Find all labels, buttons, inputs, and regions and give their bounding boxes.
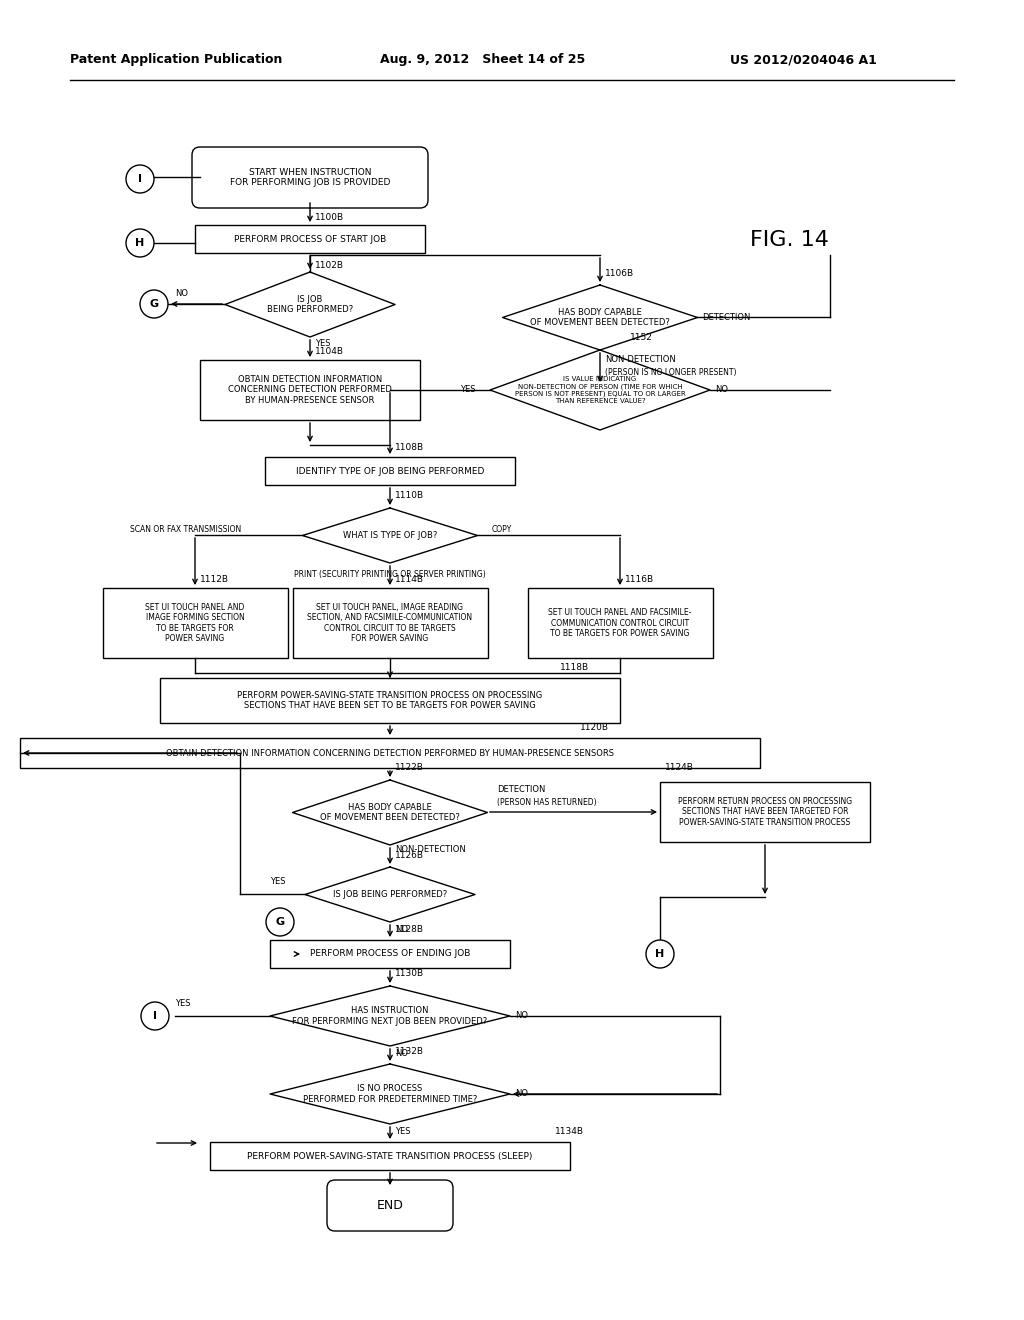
Text: NO: NO — [395, 925, 408, 935]
Bar — [20, 738, 760, 768]
Text: 1120B: 1120B — [580, 723, 609, 733]
Polygon shape — [490, 350, 710, 430]
Polygon shape — [225, 272, 395, 337]
Polygon shape — [302, 508, 477, 564]
Text: (PERSON HAS RETURNED): (PERSON HAS RETURNED) — [497, 797, 597, 807]
Circle shape — [266, 908, 294, 936]
Circle shape — [126, 228, 154, 257]
Text: DETECTION: DETECTION — [702, 313, 751, 322]
Bar — [200, 360, 420, 420]
Text: 1132B: 1132B — [395, 1048, 424, 1056]
Polygon shape — [293, 780, 487, 845]
Text: COPY: COPY — [492, 525, 512, 535]
Text: 1128B: 1128B — [395, 925, 424, 935]
Text: YES: YES — [460, 385, 475, 395]
Text: YES: YES — [315, 338, 331, 347]
Text: H: H — [655, 949, 665, 960]
Text: OBTAIN DETECTION INFORMATION CONCERNING DETECTION PERFORMED BY HUMAN-PRESENCE SE: OBTAIN DETECTION INFORMATION CONCERNING … — [166, 748, 614, 758]
Text: 1114B: 1114B — [395, 576, 424, 585]
Circle shape — [141, 1002, 169, 1030]
Text: IS NO PROCESS
PERFORMED FOR PREDETERMINED TIME?: IS NO PROCESS PERFORMED FOR PREDETERMINE… — [303, 1084, 477, 1104]
Text: 1100B: 1100B — [315, 214, 344, 223]
Bar — [527, 587, 713, 657]
Text: IS JOB
BEING PERFORMED?: IS JOB BEING PERFORMED? — [267, 294, 353, 314]
Text: SET UI TOUCH PANEL AND FACSIMILE-
COMMUNICATION CONTROL CIRCUIT
TO BE TARGETS FO: SET UI TOUCH PANEL AND FACSIMILE- COMMUN… — [548, 609, 691, 638]
Text: NON-DETECTION: NON-DETECTION — [605, 355, 676, 364]
Text: PRINT (SECURITY PRINTING OR SERVER PRINTING): PRINT (SECURITY PRINTING OR SERVER PRINT… — [294, 570, 485, 579]
Text: 1122B: 1122B — [395, 763, 424, 772]
Text: PERFORM POWER-SAVING-STATE TRANSITION PROCESS (SLEEP): PERFORM POWER-SAVING-STATE TRANSITION PR… — [248, 1151, 532, 1160]
Text: 1134B: 1134B — [555, 1127, 584, 1137]
Text: 1104B: 1104B — [315, 347, 344, 356]
Polygon shape — [270, 986, 510, 1045]
Text: 1116B: 1116B — [625, 576, 654, 585]
Text: 1124B: 1124B — [665, 763, 694, 772]
Text: OBTAIN DETECTION INFORMATION
CONCERNING DETECTION PERFORMED
BY HUMAN-PRESENCE SE: OBTAIN DETECTION INFORMATION CONCERNING … — [228, 375, 392, 405]
Bar — [160, 678, 620, 723]
Text: Aug. 9, 2012   Sheet 14 of 25: Aug. 9, 2012 Sheet 14 of 25 — [380, 54, 586, 66]
Bar — [210, 1142, 570, 1170]
Bar — [195, 224, 425, 253]
Text: 1110B: 1110B — [395, 491, 424, 500]
Text: (PERSON IS NO LONGER PRESENT): (PERSON IS NO LONGER PRESENT) — [605, 367, 736, 376]
Bar — [102, 587, 288, 657]
Text: HAS BODY CAPABLE
OF MOVEMENT BEEN DETECTED?: HAS BODY CAPABLE OF MOVEMENT BEEN DETECT… — [321, 803, 460, 822]
Text: START WHEN INSTRUCTION
FOR PERFORMING JOB IS PROVIDED: START WHEN INSTRUCTION FOR PERFORMING JO… — [229, 168, 390, 187]
Text: H: H — [135, 238, 144, 248]
Polygon shape — [270, 1064, 510, 1125]
Text: IS JOB BEING PERFORMED?: IS JOB BEING PERFORMED? — [333, 890, 447, 899]
Text: SET UI TOUCH PANEL AND
IMAGE FORMING SECTION
TO BE TARGETS FOR
POWER SAVING: SET UI TOUCH PANEL AND IMAGE FORMING SEC… — [145, 603, 245, 643]
Text: 1152: 1152 — [630, 334, 653, 342]
Text: Patent Application Publication: Patent Application Publication — [70, 54, 283, 66]
Text: I: I — [138, 174, 142, 183]
FancyBboxPatch shape — [193, 147, 428, 209]
Text: PERFORM PROCESS OF START JOB: PERFORM PROCESS OF START JOB — [233, 235, 386, 243]
Text: NO: NO — [175, 289, 188, 298]
Text: END: END — [377, 1199, 403, 1212]
Text: IS VALUE INDICATING
NON-DETECTION OF PERSON (TIME FOR WHICH
PERSON IS NOT PRESEN: IS VALUE INDICATING NON-DETECTION OF PER… — [515, 376, 685, 404]
Text: IDENTIFY TYPE OF JOB BEING PERFORMED: IDENTIFY TYPE OF JOB BEING PERFORMED — [296, 466, 484, 475]
Text: NO: NO — [515, 1089, 528, 1098]
Text: SCAN OR FAX TRANSMISSION: SCAN OR FAX TRANSMISSION — [130, 525, 242, 535]
Text: PERFORM RETURN PROCESS ON PROCESSING
SECTIONS THAT HAVE BEEN TARGETED FOR
POWER-: PERFORM RETURN PROCESS ON PROCESSING SEC… — [678, 797, 852, 826]
Text: 1126B: 1126B — [395, 850, 424, 859]
Text: PERFORM POWER-SAVING-STATE TRANSITION PROCESS ON PROCESSING
SECTIONS THAT HAVE B: PERFORM POWER-SAVING-STATE TRANSITION PR… — [238, 690, 543, 710]
Text: HAS BODY CAPABLE
OF MOVEMENT BEEN DETECTED?: HAS BODY CAPABLE OF MOVEMENT BEEN DETECT… — [530, 308, 670, 327]
Text: NO: NO — [395, 1049, 408, 1059]
FancyBboxPatch shape — [327, 1180, 453, 1232]
Text: DETECTION: DETECTION — [497, 785, 546, 795]
Bar — [265, 457, 515, 484]
Text: G: G — [275, 917, 285, 927]
Text: 1102B: 1102B — [315, 260, 344, 269]
Text: 1130B: 1130B — [395, 969, 424, 978]
Text: G: G — [150, 300, 159, 309]
Text: PERFORM PROCESS OF ENDING JOB: PERFORM PROCESS OF ENDING JOB — [310, 949, 470, 958]
Circle shape — [646, 940, 674, 968]
Circle shape — [126, 165, 154, 193]
Text: 1112B: 1112B — [200, 576, 229, 585]
Polygon shape — [305, 867, 475, 921]
Text: WHAT IS TYPE OF JOB?: WHAT IS TYPE OF JOB? — [343, 531, 437, 540]
Text: YES: YES — [270, 878, 286, 887]
Text: 1108B: 1108B — [395, 442, 424, 451]
Text: 1118B: 1118B — [560, 664, 589, 672]
Text: NO: NO — [715, 385, 728, 395]
Text: SET UI TOUCH PANEL, IMAGE READING
SECTION, AND FACSIMILE-COMMUNICATION
CONTROL C: SET UI TOUCH PANEL, IMAGE READING SECTIO… — [307, 603, 472, 643]
Text: YES: YES — [395, 1127, 411, 1137]
Circle shape — [140, 290, 168, 318]
Text: I: I — [153, 1011, 157, 1020]
Text: NON-DETECTION: NON-DETECTION — [395, 846, 466, 854]
Text: HAS INSTRUCTION
FOR PERFORMING NEXT JOB BEEN PROVIDED?: HAS INSTRUCTION FOR PERFORMING NEXT JOB … — [293, 1006, 487, 1026]
Bar — [270, 940, 510, 968]
Bar — [293, 587, 487, 657]
Text: FIG. 14: FIG. 14 — [750, 230, 828, 249]
Text: NO: NO — [515, 1011, 528, 1020]
Text: US 2012/0204046 A1: US 2012/0204046 A1 — [730, 54, 877, 66]
Bar — [660, 781, 870, 842]
Text: 1106B: 1106B — [605, 268, 634, 277]
Text: YES: YES — [175, 999, 190, 1008]
Polygon shape — [503, 285, 697, 350]
